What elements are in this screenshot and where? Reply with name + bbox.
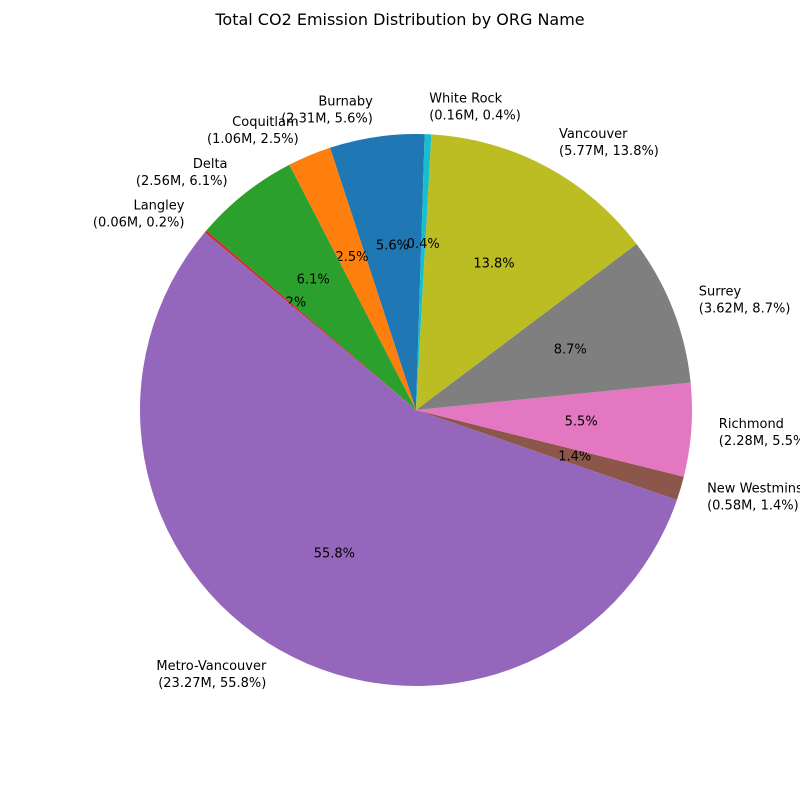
slice-label: Delta (2.56M, 6.1%) xyxy=(136,157,228,189)
pie-slice-metro-vancouver xyxy=(140,232,677,686)
slice-label: White Rock (0.16M, 0.4%) xyxy=(429,92,521,124)
slice-label: Vancouver (5.77M, 13.8%) xyxy=(559,127,659,159)
percent-label: 13.8% xyxy=(473,256,514,271)
percent-label: 6.1% xyxy=(297,273,330,288)
slice-label: Metro-Vancouver (23.27M, 55.8%) xyxy=(156,659,267,691)
slice-label: Langley (0.06M, 0.2%) xyxy=(93,199,185,231)
slice-label: Coquitlam (1.06M, 2.5%) xyxy=(207,115,299,147)
pie-slice-burnaby xyxy=(329,134,425,410)
pie-slice-new-westminster xyxy=(416,410,684,500)
slice-label: Surrey (3.62M, 8.7%) xyxy=(699,285,791,317)
percent-label: 5.6% xyxy=(376,239,409,254)
percent-label: 2.5% xyxy=(335,250,368,265)
pie-slice-langley xyxy=(204,230,416,410)
pie-slice-surrey xyxy=(416,244,691,410)
pie-slice-coquitlam xyxy=(289,147,416,410)
percent-label: 0.4% xyxy=(407,237,440,252)
chart-title: Total CO2 Emission Distribution by ORG N… xyxy=(215,10,585,29)
percent-label: 55.8% xyxy=(314,547,355,562)
slice-label: New Westminster(0.58M, 1.4%) xyxy=(707,481,800,513)
percent-label: 8.7% xyxy=(554,342,587,357)
percent-label: 5.5% xyxy=(565,414,598,429)
pie-slice-delta xyxy=(206,164,416,410)
slice-label: Burnaby (2.31M, 5.6%) xyxy=(281,94,373,126)
pie-slice-richmond xyxy=(416,382,692,477)
pie-slice-vancouver xyxy=(416,134,637,410)
percent-label: 1.4% xyxy=(558,450,591,465)
pie-slice-white-rock xyxy=(416,134,432,411)
slice-label: Richmond(2.28M, 5.5%) xyxy=(719,417,800,449)
